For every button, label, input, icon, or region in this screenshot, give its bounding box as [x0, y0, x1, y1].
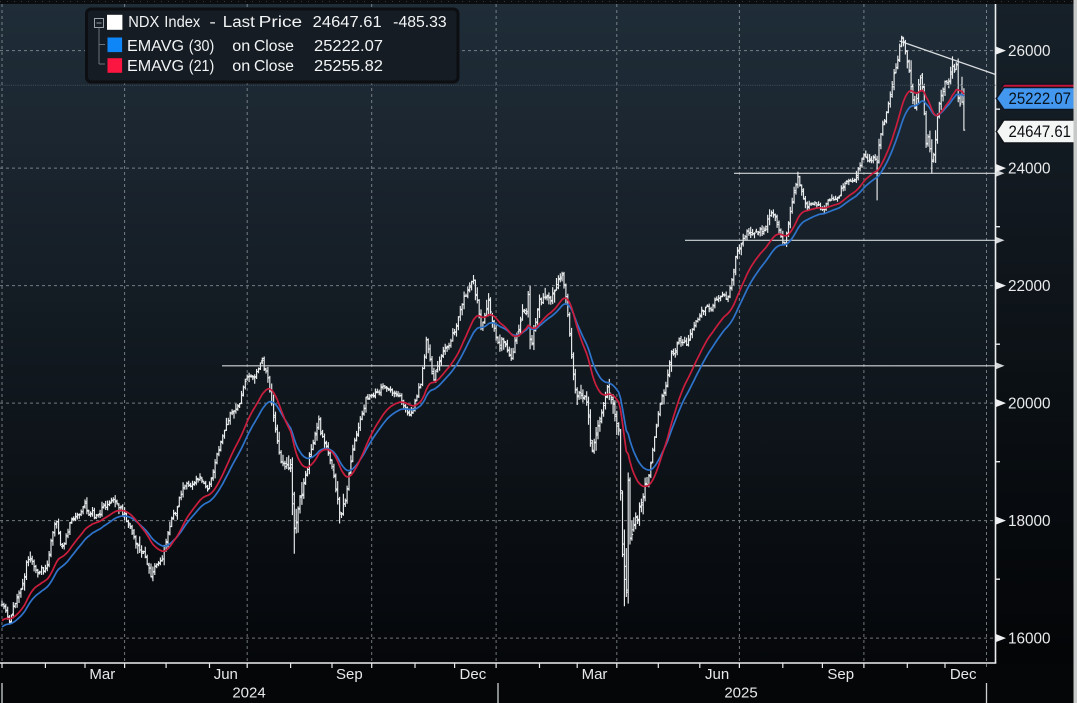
svg-text:24647.61: 24647.61 — [1009, 123, 1072, 141]
svg-text:Jun: Jun — [214, 666, 238, 683]
svg-text:-: - — [209, 14, 216, 31]
svg-text:Dec: Dec — [460, 666, 487, 683]
svg-text:Last: Last — [223, 14, 256, 31]
svg-text:24000: 24000 — [1008, 161, 1051, 178]
svg-text:Jun: Jun — [705, 666, 729, 683]
svg-text:Mar: Mar — [89, 666, 115, 683]
svg-text:Mar: Mar — [582, 666, 608, 683]
svg-text:NDX: NDX — [128, 14, 160, 31]
svg-text:25255.82: 25255.82 — [314, 58, 383, 75]
svg-text:Sep: Sep — [827, 666, 854, 683]
svg-text:24647.61: 24647.61 — [313, 14, 382, 31]
svg-text:EMAVG: EMAVG — [127, 38, 184, 55]
svg-text:Sep: Sep — [336, 666, 363, 683]
svg-text:2024: 2024 — [232, 685, 265, 702]
svg-text:16000: 16000 — [1008, 631, 1051, 648]
svg-text:Index: Index — [164, 14, 200, 31]
svg-text:20000: 20000 — [1008, 396, 1051, 413]
svg-text:26000: 26000 — [1008, 43, 1051, 60]
svg-text:on: on — [232, 58, 250, 75]
svg-text:Price: Price — [259, 14, 303, 31]
svg-text:25222.07: 25222.07 — [1009, 90, 1072, 108]
svg-text:Close: Close — [254, 58, 294, 75]
svg-text:Dec: Dec — [950, 666, 977, 683]
svg-text:Close: Close — [254, 38, 294, 55]
svg-text:22000: 22000 — [1008, 278, 1051, 295]
svg-text:on: on — [232, 38, 250, 55]
svg-text:2025: 2025 — [724, 685, 757, 702]
svg-text:(21): (21) — [189, 58, 215, 75]
svg-text:EMAVG: EMAVG — [127, 58, 184, 75]
svg-text:-485.33: -485.33 — [393, 14, 447, 31]
svg-text:18000: 18000 — [1008, 513, 1051, 530]
svg-text:25222.07: 25222.07 — [314, 38, 383, 55]
svg-text:(30): (30) — [189, 38, 215, 55]
